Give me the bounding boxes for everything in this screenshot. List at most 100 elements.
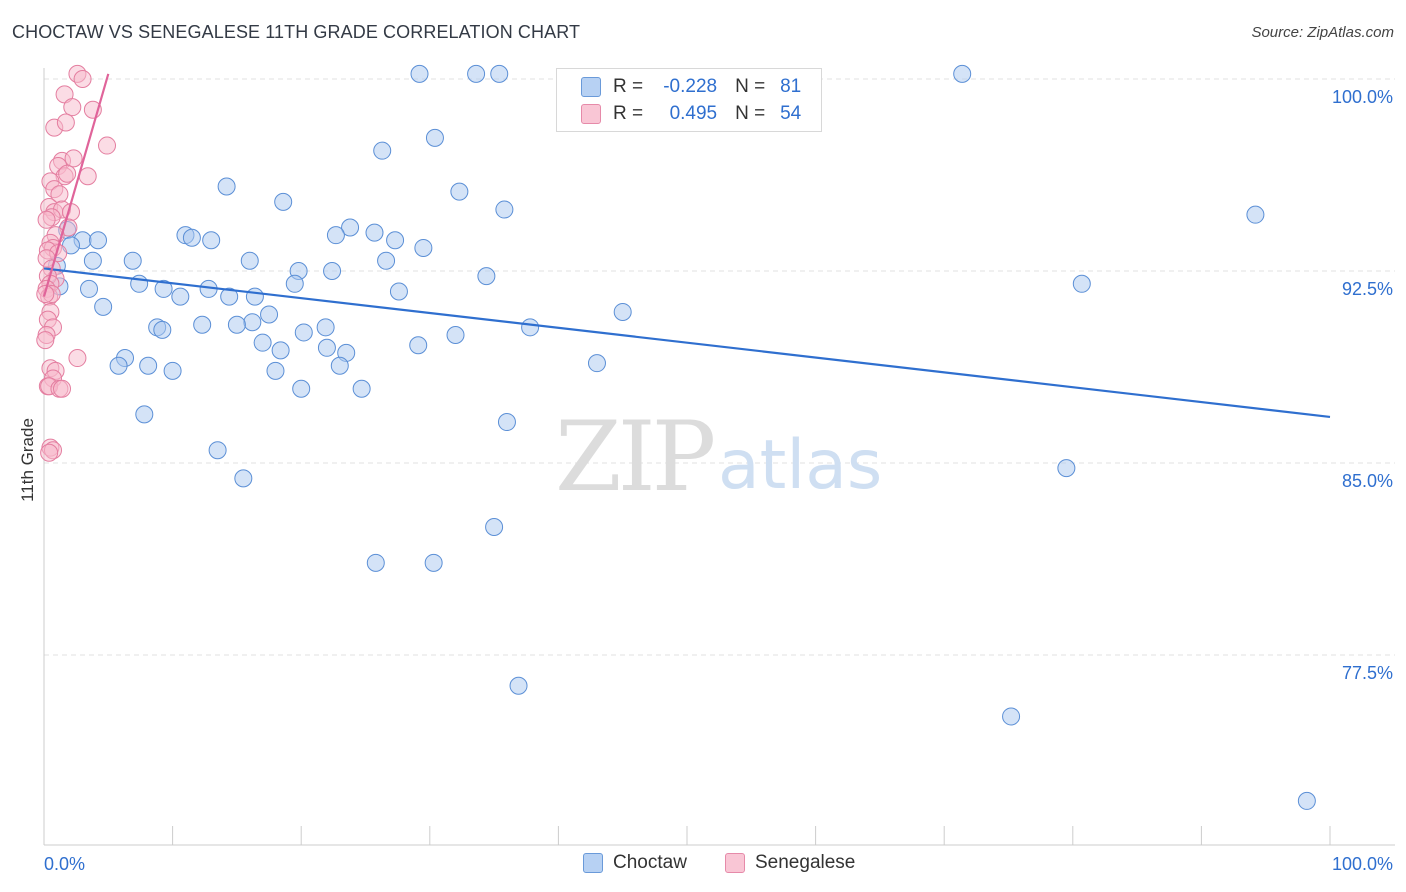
choctaw-point — [253, 333, 272, 352]
choctaw-point — [285, 274, 304, 293]
choctaw-point — [326, 226, 345, 245]
watermark: ZIP atlas — [555, 401, 882, 513]
choctaw-point — [123, 251, 142, 270]
y-tick-label: 85.0% — [1342, 471, 1393, 491]
chart-title: CHOCTAW VS SENEGALESE 11TH GRADE CORRELA… — [12, 22, 581, 42]
series-choctaw-points — [47, 64, 1316, 810]
gridlines — [44, 78, 1395, 656]
legend-n-value-choctaw: 81 — [780, 76, 802, 97]
y-tick-labels: 100.0% 92.5% 85.0% 77.5% — [1332, 87, 1393, 683]
choctaw-point — [414, 238, 433, 257]
senegalese-point — [68, 349, 87, 368]
choctaw-point — [202, 231, 221, 250]
choctaw-point — [521, 318, 540, 337]
choctaw-point — [485, 518, 504, 536]
series-legend-choctaw[interactable]: Choctaw — [583, 852, 687, 874]
legend-row-senegalese: R = 0.495 N = 54 — [581, 102, 801, 126]
choctaw-point — [94, 297, 113, 316]
choctaw-point — [266, 361, 285, 380]
legend-row-choctaw: R = -0.228 N = 81 — [581, 75, 801, 99]
choctaw-point — [154, 279, 173, 298]
choctaw-point — [495, 200, 514, 219]
senegalese-point — [36, 331, 55, 350]
series-legend-senegalese[interactable]: Senegalese — [725, 852, 855, 874]
choctaw-point — [389, 282, 408, 301]
choctaw-point — [139, 356, 158, 375]
choctaw-point — [193, 315, 212, 334]
senegalese-point — [58, 164, 77, 183]
choctaw-point — [317, 338, 336, 357]
choctaw-point — [245, 287, 264, 306]
x-tick-label-min: 0.0% — [44, 854, 85, 874]
choctaw-point — [234, 469, 253, 488]
choctaw-point — [373, 141, 392, 160]
choctaw-point — [425, 128, 444, 147]
choctaw-point — [477, 267, 496, 286]
choctaw-trend-line — [43, 267, 1331, 419]
legend-r-value-choctaw: -0.228 — [663, 76, 718, 97]
choctaw-point — [953, 64, 972, 83]
choctaw-point — [292, 379, 311, 398]
y-tick-label: 92.5% — [1342, 279, 1393, 299]
x-tick-labels: 0.0% 100.0% — [44, 854, 1393, 874]
choctaw-point — [497, 413, 516, 432]
choctaw-point — [1072, 274, 1091, 293]
choctaw-point — [1297, 791, 1316, 810]
choctaw-point — [135, 405, 154, 424]
series-legend-label: Choctaw — [613, 852, 687, 873]
choctaw-point — [294, 323, 313, 342]
choctaw-point — [446, 326, 465, 344]
choctaw-point — [377, 251, 396, 270]
legend-swatch-senegalese — [581, 104, 601, 124]
x-tick-label-max: 100.0% — [1332, 854, 1393, 874]
choctaw-point — [410, 64, 429, 83]
choctaw-point — [352, 379, 371, 398]
legend-n-label: N = — [735, 103, 766, 124]
choctaw-point — [366, 553, 385, 572]
legend-r-label: R = — [613, 103, 644, 124]
legend-r-value-senegalese: 0.495 — [669, 103, 718, 124]
senegalese-point — [63, 98, 82, 117]
trend-lines — [42, 73, 1331, 419]
series-swatch-senegalese — [725, 853, 745, 873]
chart-source: Source: ZipAtlas.com — [1251, 24, 1394, 41]
choctaw-point — [89, 231, 108, 250]
series-swatch-choctaw — [583, 853, 603, 873]
choctaw-point — [208, 441, 227, 460]
choctaw-point — [323, 262, 342, 280]
choctaw-point — [1246, 205, 1265, 224]
choctaw-point — [613, 302, 632, 321]
choctaw-point — [1002, 707, 1021, 726]
series-legend: Choctaw Senegalese — [0, 852, 1406, 878]
choctaw-point — [243, 313, 262, 332]
choctaw-point — [450, 182, 469, 201]
choctaw-point — [153, 320, 172, 339]
choctaw-point — [217, 177, 236, 196]
choctaw-point — [386, 231, 405, 250]
choctaw-point — [330, 356, 349, 375]
choctaw-point — [171, 287, 190, 306]
senegalese-point — [40, 443, 59, 462]
legend-n-value-senegalese: 54 — [780, 103, 802, 124]
choctaw-point — [409, 336, 428, 355]
senegalese-point — [37, 210, 56, 229]
senegalese-point — [53, 379, 72, 398]
series-legend-label: Senegalese — [755, 852, 856, 873]
senegalese-point — [78, 167, 97, 186]
senegalese-point — [98, 136, 117, 155]
choctaw-point — [424, 553, 443, 572]
choctaw-point — [80, 279, 99, 298]
legend-n-label: N = — [735, 76, 766, 97]
senegalese-point — [56, 113, 75, 132]
senegalese-trend-line — [42, 73, 110, 297]
y-axis-label: 11th Grade — [18, 418, 37, 502]
choctaw-point — [467, 64, 486, 83]
choctaw-point — [109, 356, 128, 375]
choctaw-point — [587, 354, 606, 373]
legend-r-label: R = — [613, 76, 644, 97]
choctaw-point — [182, 228, 201, 247]
legend-swatch-choctaw — [581, 77, 601, 97]
choctaw-point — [316, 318, 335, 337]
y-tick-label: 77.5% — [1342, 663, 1393, 683]
